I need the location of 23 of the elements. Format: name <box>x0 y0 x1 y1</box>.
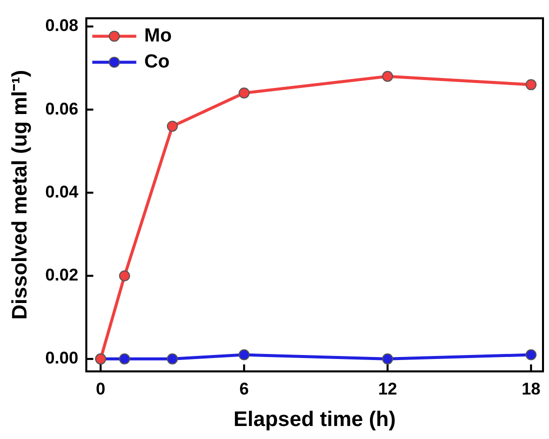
y-tick-label: 0.02 <box>45 266 78 285</box>
x-tick-label: 6 <box>239 379 249 398</box>
point <box>382 353 394 364</box>
point <box>119 270 130 282</box>
y-tick-label: 0.06 <box>45 99 78 118</box>
y-tick-label: 0.04 <box>45 182 79 202</box>
point <box>526 79 537 90</box>
y-tick-label: 0.00 <box>45 348 78 368</box>
y-tick-label: 0.08 <box>45 16 78 36</box>
x-tick-label: 12 <box>378 379 398 398</box>
x-axis-title: Elapsed time (h) <box>234 408 396 432</box>
point <box>382 70 394 82</box>
point <box>166 120 178 132</box>
point <box>526 349 537 360</box>
point <box>166 353 178 364</box>
point <box>119 353 130 364</box>
point <box>238 87 250 98</box>
x-tick-label: 18 <box>522 379 541 398</box>
legend-label: Co <box>144 51 170 72</box>
legend-label: Mo <box>144 25 172 46</box>
x-tick-label: 0 <box>96 379 106 398</box>
y-axis-title: Dissolved metal (ug ml⁻¹) <box>8 70 32 320</box>
point <box>238 349 250 360</box>
